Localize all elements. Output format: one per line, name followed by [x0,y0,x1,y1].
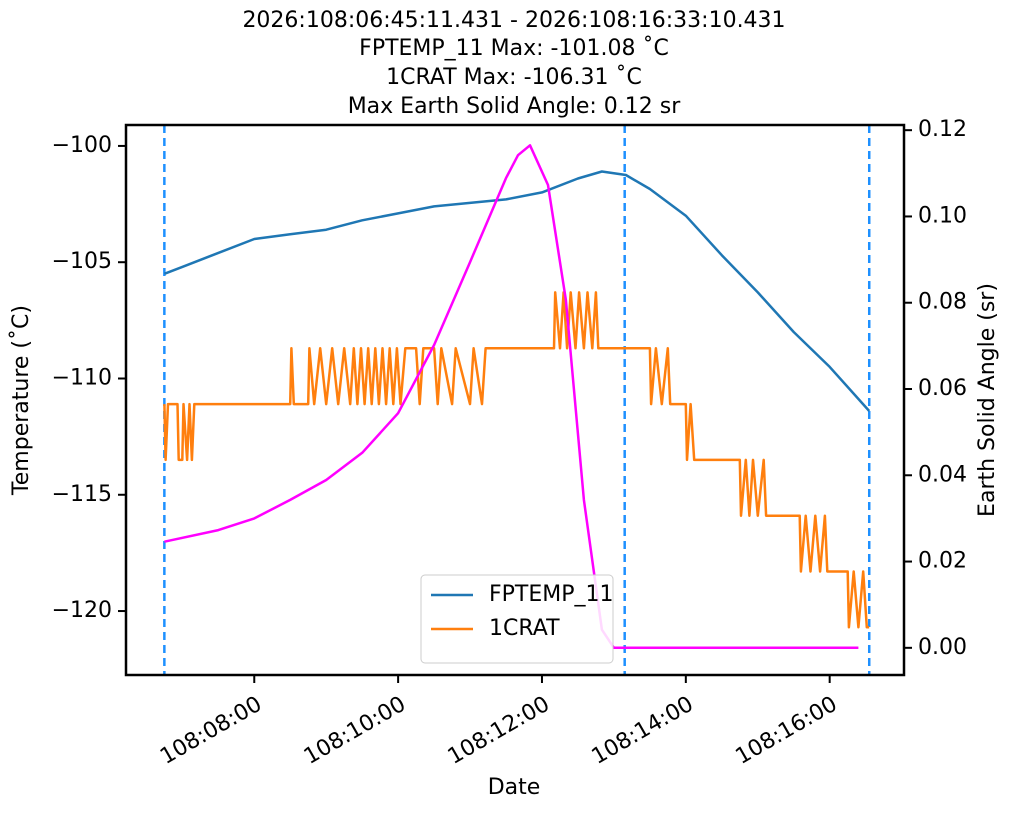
series-line [164,144,859,650]
legend-label: 1CRAT [489,616,560,641]
legend-box [420,574,614,664]
y2-tick-label: 0.12 [918,117,967,142]
chart-title: Max Earth Solid Angle: 0.12 sr [348,94,682,119]
y2-tick-label: 0.08 [918,290,967,315]
y-tick-label: −120 [52,598,112,623]
y-axis-label: Temperature (˚C) [9,305,34,496]
x-axis-label: Date [488,775,541,800]
y2-tick-label: 0.02 [918,549,967,574]
y2-tick-label: 0.10 [918,203,967,228]
chart-title: FPTEMP_11 Max: -101.08 ˚C [359,36,669,61]
plot-frame [124,123,906,677]
y-tick-label: −105 [52,249,112,274]
y2-tick-label: 0.00 [918,635,967,660]
y2-axis-label: Earth Solid Angle (sr) [975,283,1000,517]
y-tick-label: −115 [52,482,112,507]
y-tick-label: −100 [52,133,112,158]
y2-tick-label: 0.04 [918,462,967,487]
x-tick-label: 108:14:00 [588,692,698,770]
y2-tick-label: 0.06 [918,376,967,401]
x-tick-label: 108:10:00 [300,692,410,770]
series-line [163,170,871,412]
y-tick-label: −110 [52,365,112,390]
x-tick-label: 108:16:00 [731,692,841,770]
legend-label: FPTEMP_11 [489,582,614,607]
chart-title: 1CRAT Max: -106.31 ˚C [386,65,642,90]
series-line [163,291,870,629]
x-tick-label: 108:08:00 [156,692,266,770]
chart-title: 2026:108:06:45:11.431 - 2026:108:16:33:1… [242,8,785,33]
x-tick-label: 108:12:00 [444,692,554,770]
legend: FPTEMP_11 1CRAT [420,574,614,664]
